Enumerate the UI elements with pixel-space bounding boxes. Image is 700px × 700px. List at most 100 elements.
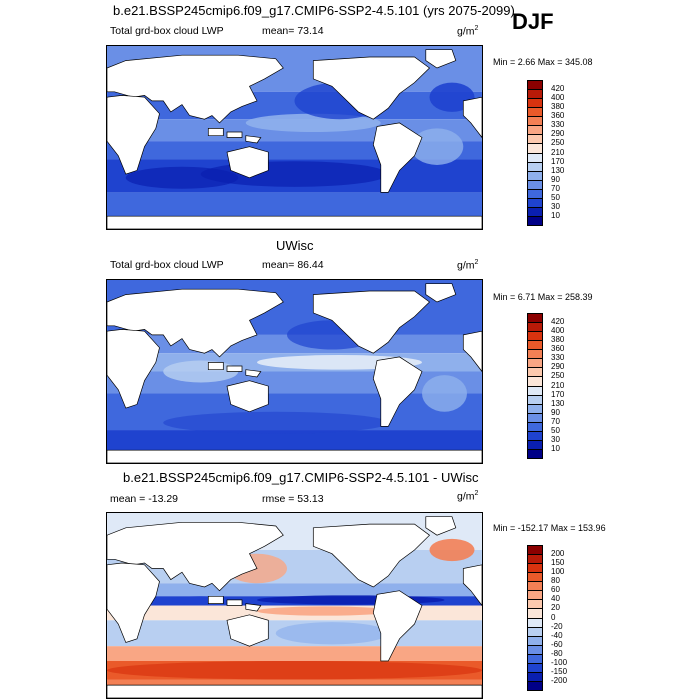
colorbar-tick-label: 330 <box>551 120 565 130</box>
panel1-minmax: Min = 2.66 Max = 345.08 <box>493 57 593 67</box>
colorbar-tick-label: 360 <box>551 111 565 121</box>
field-blob <box>107 661 482 680</box>
colorbar-tick-label: 420 <box>551 84 565 94</box>
land-mass <box>107 684 482 698</box>
panel2-minmax: Min = 6.71 Max = 258.39 <box>493 292 593 302</box>
panel1-variable-label: Total grd-box cloud LWP <box>110 25 224 37</box>
panel1-mean-label: mean= 73.14 <box>262 25 324 37</box>
land-mass <box>226 131 243 138</box>
colorbar-tick-label: 250 <box>551 138 565 148</box>
ocean-band <box>107 583 482 597</box>
land-mass <box>245 369 262 378</box>
land-mass <box>312 290 431 354</box>
panel3-units: g/m2 <box>457 490 479 503</box>
panel2-mean-label: mean= 86.44 <box>262 259 324 271</box>
colorbar-tick-label: 70 <box>551 416 560 426</box>
land-mass <box>425 516 457 536</box>
main-title: b.e21.BSSP245cmip6.f09_g17.CMIP6-SSP2-4.… <box>113 3 515 18</box>
colorbar-tick-label: 90 <box>551 407 560 417</box>
land-mass <box>107 562 160 643</box>
field-blob <box>429 538 475 562</box>
colorbar-tick-label: -40 <box>551 630 563 640</box>
colorbar-tick-label: 70 <box>551 183 560 193</box>
land-mass <box>107 95 160 175</box>
land-mass <box>312 523 431 588</box>
colorbar-tick-label: 20 <box>551 603 560 613</box>
panel3-minmax: Min = -152.17 Max = 153.96 <box>493 523 606 533</box>
field-blob <box>163 411 389 434</box>
land-mass <box>245 603 262 612</box>
land-mass <box>207 595 224 604</box>
colorbar-tick-label: 30 <box>551 201 560 211</box>
land-mass <box>226 614 269 647</box>
colorbar-tick-label: 130 <box>551 165 565 175</box>
colorbar-tick-label: 0 <box>551 612 556 622</box>
land-mass <box>462 96 482 139</box>
panel3-rmse-label: rmse = 53.13 <box>262 493 324 505</box>
panel1-colorbar: 420 400 380 360 330 290 250 210 170 130 90 70 50 30 10 <box>527 80 587 226</box>
field-blob <box>257 606 392 616</box>
colorbar-tick-label: 90 <box>551 174 560 184</box>
colorbar-tick-label: 400 <box>551 93 565 103</box>
colorbar-swatch <box>527 448 543 459</box>
colorbar-tick-label: 400 <box>551 326 565 336</box>
land-mass <box>107 54 284 124</box>
colorbar-tick-label: -200 <box>551 675 568 685</box>
land-mass <box>207 362 224 371</box>
land-mass <box>245 135 262 144</box>
colorbar-tick-label: 210 <box>551 380 565 390</box>
colorbar-tick-label: 170 <box>551 389 565 399</box>
land-mass <box>226 599 243 606</box>
colorbar-tick-label: 380 <box>551 102 565 112</box>
season-label: DJF <box>512 9 554 34</box>
land-mass <box>107 329 160 409</box>
land-mass <box>312 56 431 120</box>
panel1-units: g/m2 <box>457 25 479 38</box>
colorbar-tick-label: 10 <box>551 443 560 453</box>
ocean-band <box>107 646 482 661</box>
panel3-map <box>106 512 483 699</box>
colorbar-tick-label: 150 <box>551 558 565 568</box>
colorbar-tick-label: 100 <box>551 567 565 577</box>
colorbar-tick-label: 40 <box>551 594 560 604</box>
field-blob <box>125 166 239 189</box>
panel2-heading: UWisc <box>276 238 314 253</box>
panel2-colorbar: 420 400 380 360 330 290 250 210 170 130 90 70 50 30 10 <box>527 313 587 459</box>
colorbar-tick-label: 330 <box>551 353 565 363</box>
colorbar-tick-label: 60 <box>551 585 560 595</box>
land-mass <box>462 330 482 373</box>
field-blob <box>410 128 464 165</box>
land-mass <box>425 283 457 303</box>
colorbar-tick-label: -150 <box>551 666 568 676</box>
land-mass <box>107 288 284 358</box>
colorbar-swatch <box>527 215 543 226</box>
panel1-map <box>106 45 483 230</box>
colorbar-tick-label: 50 <box>551 425 560 435</box>
colorbar-tick-label: 360 <box>551 344 565 354</box>
colorbar-tick-label: 30 <box>551 434 560 444</box>
colorbar-tick-label: -80 <box>551 648 563 658</box>
land-mass <box>226 146 269 179</box>
panel3-mean-label: mean = -13.29 <box>110 493 179 505</box>
colorbar-tick-label: -60 <box>551 639 563 649</box>
panel2-units: g/m2 <box>457 259 479 272</box>
land-mass <box>226 365 243 372</box>
colorbar-tick-label: 210 <box>551 147 565 157</box>
colorbar-tick-label: 380 <box>551 335 565 345</box>
land-mass <box>107 449 482 463</box>
field-blob <box>275 622 389 645</box>
colorbar-tick-label: -100 <box>551 657 568 667</box>
land-mass <box>462 564 482 607</box>
land-mass <box>107 215 482 229</box>
land-mass <box>372 122 423 193</box>
colorbar-tick-label: 290 <box>551 362 565 372</box>
colorbar-tick-label: 420 <box>551 317 565 327</box>
colorbar-tick-label: 10 <box>551 210 560 220</box>
colorbar-tick-label: 80 <box>551 576 560 586</box>
colorbar-tick-label: 50 <box>551 192 560 202</box>
panel3-colorbar: 200 150 100 80 60 40 20 0 -20 -40 -60 -80 -100 -150 -2… <box>527 545 587 691</box>
panel3-heading: b.e21.BSSP245cmip6.f09_g17.CMIP6-SSP2-4.… <box>123 470 479 485</box>
colorbar-swatch <box>527 680 543 691</box>
land-mass <box>372 590 423 662</box>
panel2-variable-label: Total grd-box cloud LWP <box>110 259 224 271</box>
